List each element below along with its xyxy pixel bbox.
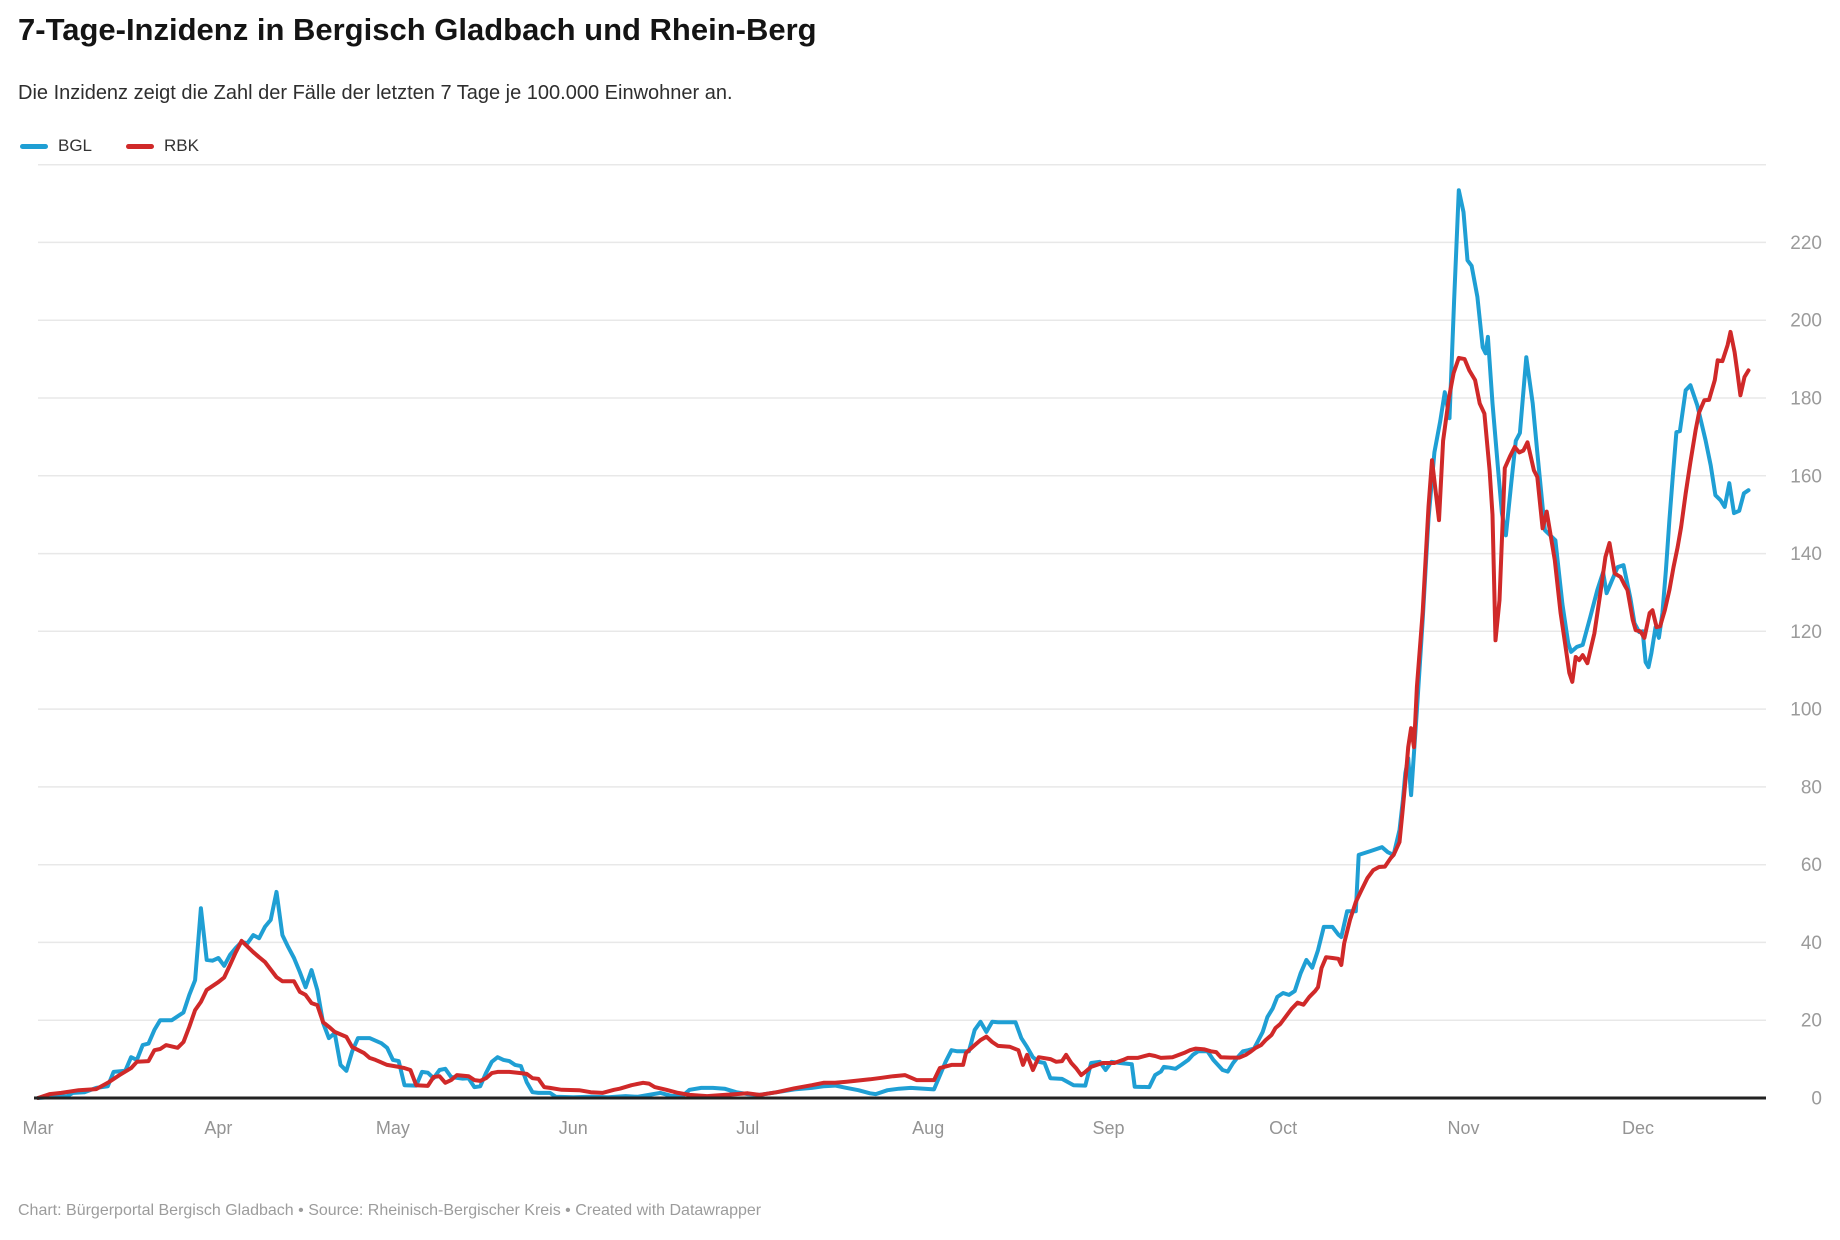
y-axis-label-60: 60 bbox=[1801, 855, 1822, 876]
bgl-line-swatch-icon bbox=[20, 143, 48, 149]
y-axis-label-80: 80 bbox=[1801, 777, 1822, 798]
chart-footer-attribution: Chart: Bürgerportal Bergisch Gladbach • … bbox=[18, 1202, 762, 1219]
y-axis-label-140: 140 bbox=[1790, 544, 1822, 565]
page-title: 7-Tage-Inzidenz in Bergisch Gladbach und… bbox=[18, 12, 817, 47]
legend-label-bgl: BGL bbox=[58, 136, 93, 155]
x-axis-label-jul: Jul bbox=[736, 1118, 759, 1138]
y-axis-label-20: 20 bbox=[1801, 1011, 1822, 1032]
y-axis-label-220: 220 bbox=[1790, 233, 1822, 254]
legend-label-rbk: RBK bbox=[164, 136, 199, 155]
legend-item-rbk: RBK bbox=[126, 136, 199, 156]
series-line-bgl bbox=[36, 188, 1751, 1100]
x-axis-label-oct: Oct bbox=[1269, 1118, 1297, 1138]
y-axis-label-40: 40 bbox=[1801, 933, 1822, 954]
legend-item-bgl: BGL bbox=[20, 136, 92, 156]
x-axis-label-sep: Sep bbox=[1092, 1118, 1124, 1138]
x-axis-label-aug: Aug bbox=[912, 1118, 944, 1138]
x-axis-label-jun: Jun bbox=[559, 1118, 588, 1138]
x-axis-label-may: May bbox=[376, 1118, 410, 1138]
x-axis-label-apr: Apr bbox=[204, 1118, 232, 1138]
series-line-rbk bbox=[36, 329, 1751, 1100]
y-axis-label-100: 100 bbox=[1790, 700, 1822, 721]
rbk-line-swatch-icon bbox=[126, 143, 155, 149]
x-axis-label-dec: Dec bbox=[1622, 1118, 1654, 1138]
legend: BGL RBK bbox=[20, 136, 199, 156]
chart-subtitle: Die Inzidenz zeigt die Zahl der Fälle de… bbox=[18, 82, 733, 104]
x-axis-label-mar: Mar bbox=[23, 1118, 54, 1138]
x-axis-label-nov: Nov bbox=[1447, 1118, 1479, 1138]
y-axis-label-200: 200 bbox=[1790, 311, 1822, 332]
y-axis-label-0: 0 bbox=[1811, 1089, 1822, 1110]
y-axis-label-120: 120 bbox=[1790, 622, 1822, 643]
y-axis-label-180: 180 bbox=[1790, 389, 1822, 410]
y-axis-label-160: 160 bbox=[1790, 466, 1822, 487]
